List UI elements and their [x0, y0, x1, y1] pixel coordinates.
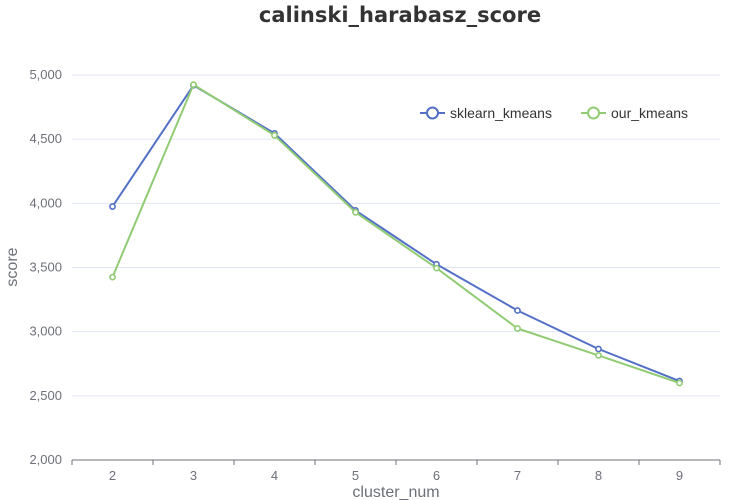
- y-tick-label: 5,000: [29, 67, 62, 82]
- y-tick-label: 4,000: [29, 195, 62, 210]
- y-tick-label: 2,000: [29, 452, 62, 467]
- x-tick-label: 6: [433, 468, 440, 483]
- legend-marker-icon: [426, 106, 439, 120]
- x-tick-label: 8: [595, 468, 602, 483]
- data-point-sklearn-kmeans: [514, 307, 521, 314]
- data-point-our-kmeans: [595, 352, 602, 359]
- data-point-our-kmeans: [433, 264, 440, 272]
- legend-label: sklearn_kmeans: [450, 105, 552, 121]
- data-point-our-kmeans: [352, 208, 359, 216]
- x-tick-label: 9: [676, 468, 683, 483]
- x-axis-label: cluster_num: [352, 484, 439, 500]
- y-tick-label: 4,500: [29, 131, 62, 146]
- data-point-our-kmeans: [190, 81, 197, 89]
- x-tick-label: 3: [190, 468, 197, 483]
- series-line-sklearn-kmeans: [111, 84, 680, 383]
- y-tick-label: 2,500: [29, 388, 62, 403]
- x-tick-label: 4: [271, 468, 278, 483]
- series-line-our-kmeans: [111, 83, 680, 384]
- x-tick-label: 5: [352, 468, 359, 483]
- data-point-our-kmeans: [676, 379, 683, 387]
- y-tick-label: 3,000: [29, 324, 62, 339]
- x-tick-label: 7: [514, 468, 521, 483]
- legend-item-our-kmeans[interactable]: our_kmeans: [581, 105, 688, 121]
- data-point-sklearn-kmeans: [595, 345, 602, 353]
- x-tick-label: 2: [109, 468, 116, 483]
- y-axis: 2,000 2,500 3,000 3,500 4,000 4,500 5,000: [29, 67, 62, 467]
- grid-lines: [72, 74, 720, 397]
- y-axis-label: score: [4, 247, 21, 286]
- legend-marker-icon: [587, 106, 600, 120]
- chart-title: calinski_harabasz_score: [259, 3, 541, 27]
- data-point-our-kmeans: [271, 131, 278, 139]
- data-point-our-kmeans: [109, 273, 116, 281]
- legend[interactable]: sklearn_kmeans our_kmeans: [420, 105, 688, 121]
- y-tick-label: 3,500: [29, 260, 62, 275]
- data-point-sklearn-kmeans: [109, 203, 116, 210]
- legend-item-sklearn-kmeans[interactable]: sklearn_kmeans: [420, 105, 552, 121]
- data-point-our-kmeans: [514, 325, 521, 332]
- series-group: [109, 81, 683, 387]
- x-axis: 2 3 4 5 6 7 8 9: [71, 459, 721, 483]
- legend-label: our_kmeans: [611, 105, 688, 121]
